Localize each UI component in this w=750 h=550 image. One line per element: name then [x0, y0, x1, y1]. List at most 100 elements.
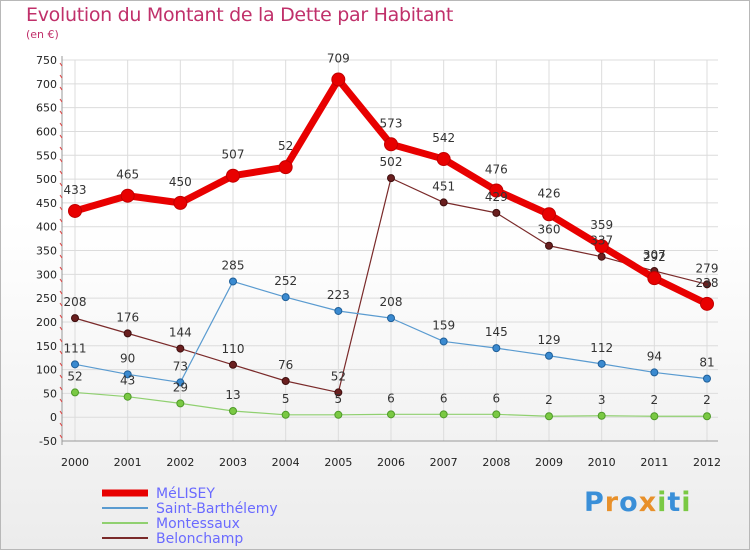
x-tick-label: 2009 [535, 456, 563, 469]
data-point [229, 360, 237, 369]
data-label: 285 [222, 258, 245, 272]
data-label: 6 [440, 391, 448, 405]
axis-tick-mark [59, 302, 63, 307]
data-label: 359 [590, 218, 613, 232]
data-label: 507 [222, 148, 245, 162]
data-label: 176 [116, 310, 139, 324]
data-label: 13 [225, 388, 240, 402]
x-tick-label: 2007 [430, 456, 458, 469]
data-point [120, 188, 135, 203]
data-point [703, 412, 711, 421]
axis-tick-mark [59, 158, 63, 163]
data-label: 52 [67, 369, 82, 383]
x-tick-label: 2012 [693, 456, 721, 469]
y-axis: -50 0 50 100 150 200 250 300 350 400 450 500 550 600 6… [36, 54, 63, 448]
y-tick-label: 550 [36, 149, 57, 162]
axis-tick-mark [59, 134, 63, 139]
data-point [492, 208, 501, 217]
data-label: 111 [64, 341, 87, 355]
data-label: 465 [116, 168, 139, 182]
data-label: 52 [278, 139, 293, 153]
data-point [545, 351, 553, 360]
data-point [71, 388, 79, 397]
y-tick-label: 600 [36, 125, 57, 138]
axis-tick-mark [59, 218, 63, 223]
axis-tick-mark [59, 146, 63, 151]
data-label: 43 [120, 374, 135, 388]
y-tick-label: 300 [36, 268, 57, 281]
data-label: 252 [274, 274, 297, 288]
x-axis: 2000 2001 2002 2003 2004 2005 2006 2007 2008 2009… [61, 440, 721, 469]
axis-tick-mark [59, 350, 63, 355]
chart-title: Evolution du Montant de la Dette par Hab… [26, 4, 454, 26]
data-point [492, 344, 501, 353]
data-point [331, 72, 346, 87]
logo-letter: o [619, 487, 639, 518]
data-point [597, 359, 606, 368]
data-point [71, 314, 79, 323]
data-point [542, 207, 556, 222]
axis-tick-mark [59, 374, 63, 379]
axis-tick-mark [59, 230, 63, 235]
data-label: 426 [538, 186, 561, 200]
data-label: 94 [647, 349, 662, 363]
data-point [489, 183, 504, 198]
data-point [594, 239, 609, 254]
data-label: 573 [380, 116, 403, 130]
data-point [229, 277, 237, 286]
data-label: 208 [380, 295, 403, 309]
data-label: 112 [590, 341, 613, 355]
proxiti-logo: Proxiti [584, 487, 692, 518]
data-label: 6 [387, 391, 395, 405]
axis-tick-mark [59, 398, 63, 403]
data-point [173, 195, 188, 210]
axis-tick-mark [59, 326, 63, 331]
data-label: 450 [169, 175, 192, 189]
data-label: 2 [703, 393, 711, 407]
data-point [545, 412, 553, 421]
data-label: 5 [282, 392, 290, 406]
data-label: 709 [327, 52, 350, 66]
data-label: 279 [696, 261, 719, 275]
x-tick-label: 2005 [324, 456, 352, 469]
data-point [597, 411, 606, 420]
grid-lines [62, 59, 718, 442]
legend-label: Belonchamp [156, 531, 243, 547]
data-point [703, 374, 711, 383]
data-point [387, 410, 395, 419]
axis-tick-mark [59, 314, 63, 319]
data-label: 73 [173, 359, 188, 373]
axis-tick-mark [59, 338, 63, 343]
data-point [334, 388, 343, 397]
axis-tick-mark [59, 362, 63, 367]
data-label: 129 [538, 333, 561, 347]
y-tick-label: 500 [36, 173, 57, 186]
legend-label: Saint-Barthélemy [156, 501, 278, 517]
data-label: 502 [380, 155, 403, 169]
data-point [281, 376, 290, 385]
data-point [597, 252, 606, 261]
x-tick-label: 2010 [588, 456, 616, 469]
y-tick-label: 0 [50, 411, 57, 424]
legend: MéLISEYSaint-BarthélemyMontessauxBelonch… [102, 486, 278, 547]
axis-tick-mark [59, 266, 63, 271]
y-tick-label: 450 [36, 197, 57, 210]
data-point [387, 314, 395, 323]
x-tick-label: 2004 [272, 456, 300, 469]
data-point [281, 410, 290, 419]
axis-tick-mark [59, 86, 63, 91]
data-point [281, 293, 290, 302]
data-point [278, 160, 293, 175]
data-point [71, 360, 79, 369]
data-label: 76 [278, 358, 293, 372]
data-point [703, 280, 711, 289]
data-label: 208 [64, 295, 87, 309]
axis-tick-mark [59, 194, 63, 199]
data-label: 433 [64, 183, 87, 197]
data-label: 476 [485, 162, 508, 176]
logo-letter: x [638, 487, 658, 518]
axis-tick-mark [59, 410, 63, 415]
data-point [68, 203, 82, 218]
axis-tick-mark [59, 110, 63, 115]
x-tick-label: 2008 [482, 456, 510, 469]
